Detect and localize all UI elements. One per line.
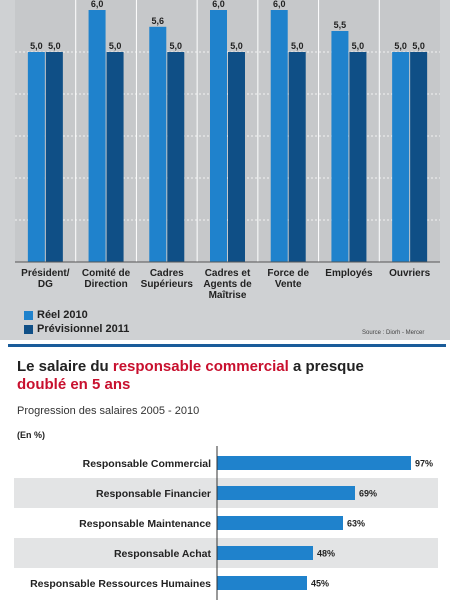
category-label-line: Vente	[275, 279, 302, 290]
salary-progression-chart: Responsable Commercial 97% Responsable Fin…	[14, 446, 438, 600]
data-label: 6,0	[91, 0, 104, 9]
category-label-line: Supérieurs	[141, 279, 194, 290]
salary-progression-plot: Responsable Commercial 97% Responsable Fin…	[14, 446, 438, 600]
bar-real-2010	[392, 52, 410, 262]
category-label: Responsable Financier	[96, 488, 211, 500]
data-label: 45%	[311, 579, 329, 589]
bar	[217, 456, 411, 470]
plot-background	[15, 0, 440, 262]
bar-forecast-2011	[410, 52, 428, 262]
category-label-line: Président/	[21, 268, 70, 279]
bar-real-2010	[149, 26, 167, 262]
category-label-line: Direction	[84, 279, 127, 290]
category-label-line: Employés	[325, 268, 373, 279]
category-label: Responsable Achat	[114, 548, 212, 560]
data-label: 5,6	[152, 16, 165, 26]
category-label: Employés	[325, 268, 373, 279]
category-label-line: Maîtrise	[209, 290, 247, 301]
data-label: 97%	[415, 459, 433, 469]
salary-increase-chart: 5,0 5,0 Président/DG 6,0 5,0 Comité de Directi…	[0, 0, 450, 340]
bar-real-2010	[270, 10, 288, 262]
title-part: a presque	[288, 358, 364, 375]
category-label: Responsable Maintenance	[79, 518, 211, 530]
category-label: Comité de Direction	[82, 268, 131, 290]
data-label: 5,0	[352, 41, 365, 51]
section-divider	[8, 344, 446, 347]
bar	[217, 546, 313, 560]
bar-forecast-2011	[45, 52, 63, 262]
category-label: Force de Vente	[267, 268, 309, 290]
title-part: Le salaire du	[17, 358, 113, 375]
data-label: 5,0	[48, 41, 61, 51]
legend-swatch-forecast	[24, 324, 33, 334]
bar-forecast-2011	[349, 52, 367, 262]
legend: Réel 2010 Prévisionnel 2011	[24, 308, 129, 336]
title-highlight: doublé en 5 ans	[17, 376, 131, 393]
category-label-line: Cadres	[150, 268, 184, 279]
category-label-line: Ouvriers	[389, 268, 431, 279]
category-label-line: Agents de	[203, 279, 252, 290]
chart2-unit: (En %)	[17, 430, 45, 440]
bar-forecast-2011	[167, 52, 185, 262]
category-label-line: Cadres et	[205, 268, 251, 279]
category-label: Ouvriers	[389, 268, 431, 279]
category-label: Responsable Commercial	[83, 458, 211, 470]
category-label-line: Comité de	[82, 268, 131, 279]
data-label: 69%	[359, 489, 377, 499]
source-note: Source : Diorh - Mercer	[362, 330, 425, 336]
data-label: 6,0	[273, 0, 286, 9]
salary-increase-plot: 5,0 5,0 Président/DG 6,0 5,0 Comité de Directi…	[15, 0, 440, 301]
data-label: 5,0	[230, 41, 243, 51]
category-label: Cadres Supérieurs	[141, 268, 194, 290]
data-label: 5,0	[30, 41, 43, 51]
category-label: Président/DG	[21, 268, 70, 290]
chart2-subtitle: Progression des salaires 2005 - 2010	[17, 405, 200, 417]
data-label: 5,0	[394, 41, 407, 51]
bar	[217, 486, 355, 500]
chart2-title: Le salaire du responsable commercial a p…	[17, 358, 437, 394]
bar-forecast-2011	[228, 52, 245, 262]
data-label: 48%	[317, 549, 335, 559]
legend-item-real: Réel 2010	[24, 308, 129, 322]
legend-label-forecast: Prévisionnel 2011	[37, 323, 130, 335]
data-label: 5,0	[291, 41, 304, 51]
legend-label-real: Réel 2010	[37, 309, 88, 321]
category-label-line: Force de	[267, 268, 309, 279]
data-label: 6,0	[212, 0, 225, 9]
legend-item-forecast: Prévisionnel 2011	[24, 322, 129, 336]
title-highlight: responsable commercial	[112, 358, 289, 375]
category-label-line: DG	[38, 279, 53, 290]
data-label: 5,0	[109, 41, 122, 51]
data-label: 63%	[347, 519, 365, 529]
legend-swatch-real	[24, 310, 33, 320]
bar-real-2010	[210, 10, 227, 262]
bar-real-2010	[27, 52, 45, 262]
category-label: Responsable Ressources Humaines	[30, 578, 211, 590]
data-label: 5,5	[334, 20, 347, 30]
category-label: Cadres et Agents de Maîtrise	[203, 268, 252, 301]
data-label: 5,0	[412, 41, 425, 51]
bar-forecast-2011	[106, 52, 124, 262]
bar	[217, 576, 307, 590]
bar-forecast-2011	[288, 52, 306, 262]
bar-real-2010	[331, 31, 349, 262]
data-label: 5,0	[170, 41, 183, 51]
bar	[217, 516, 343, 530]
bar-real-2010	[88, 10, 106, 262]
